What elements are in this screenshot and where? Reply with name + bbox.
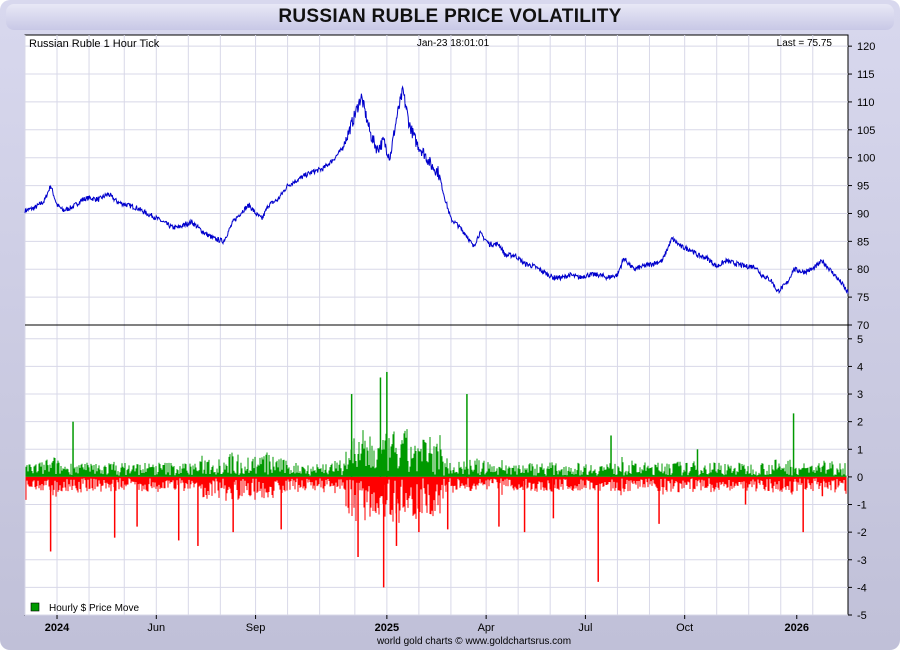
chart-title: RUSSIAN RUBLE PRICE VOLATILITY: [278, 6, 622, 27]
x-tick-label: 2025: [375, 622, 399, 634]
x-tick-label: 2026: [785, 622, 809, 634]
volatility-y-tick-label: 1: [857, 444, 863, 456]
volatility-y-axis: -5 -4 -3 -2 -1 0 1 2 3 4 5: [848, 334, 867, 622]
price-y-tick-label: 70: [857, 320, 869, 332]
volatility-y-tick-label: -1: [857, 500, 867, 512]
price-y-tick-label: 80: [857, 264, 869, 276]
volatility-y-tick-label: 4: [857, 361, 863, 373]
price-y-tick-label: 85: [857, 236, 869, 248]
x-tick-label: 2024: [45, 622, 70, 634]
price-line: [24, 85, 849, 295]
last-price-label: Last = 75.75: [777, 38, 833, 49]
price-y-tick-label: 105: [857, 125, 875, 137]
volatility-y-tick-label: -3: [857, 555, 867, 567]
x-tick-label: Oct: [676, 622, 693, 634]
volatility-plot: [25, 371, 847, 588]
price-plot: [24, 85, 849, 295]
volatility-y-tick-label: -4: [857, 582, 867, 594]
timestamp-label: Jan-23 18:01:01: [417, 38, 490, 49]
volatility-y-tick-label: 5: [857, 334, 863, 346]
price-y-tick-label: 95: [857, 181, 869, 193]
volatility-y-tick-label: 0: [857, 472, 863, 484]
volatility-y-tick-label: 3: [857, 389, 863, 401]
x-tick-label: Apr: [478, 622, 495, 634]
price-y-tick-label: 110: [857, 97, 875, 109]
price-label-left: Russian Ruble 1 Hour Tick: [29, 38, 160, 50]
title-bar: RUSSIAN RUBLE PRICE VOLATILITY: [6, 4, 894, 30]
x-tick-label: Sep: [246, 622, 266, 634]
legend-swatch: [30, 602, 40, 612]
x-tick-label: Jun: [147, 622, 165, 634]
footer-credit: world gold charts © www.goldchartsrus.co…: [376, 636, 571, 647]
price-y-axis: 70 75 80 85 90 95 100 105 110 115 120: [848, 41, 875, 332]
x-axis: 2024 Jun Sep 2025 Apr Jul Oct 2026: [45, 615, 809, 634]
price-y-tick-label: 115: [857, 69, 875, 81]
volatility-y-tick-label: -2: [857, 527, 867, 539]
price-y-tick-label: 90: [857, 208, 869, 220]
price-y-tick-label: 75: [857, 292, 869, 304]
legend-label: Hourly $ Price Move: [49, 603, 139, 614]
volatility-y-tick-label: 2: [857, 417, 863, 429]
price-y-tick-label: 120: [857, 41, 875, 53]
volatility-y-tick-label: -5: [857, 610, 867, 622]
price-y-tick-label: 100: [857, 153, 875, 165]
x-tick-label: Jul: [578, 622, 592, 634]
